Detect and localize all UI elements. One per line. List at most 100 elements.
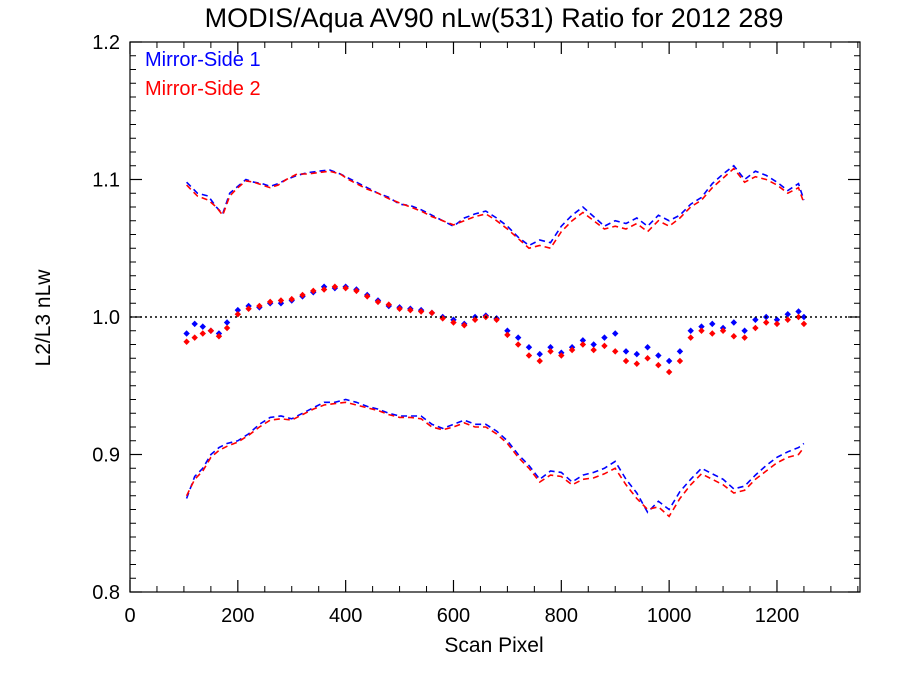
data-point — [762, 319, 770, 326]
data-point — [331, 283, 339, 290]
data-point — [417, 308, 425, 315]
series-1 — [183, 164, 808, 514]
data-point — [622, 357, 630, 365]
data-point — [504, 327, 511, 334]
data-point — [450, 319, 457, 326]
data-point — [698, 327, 705, 334]
data-point — [256, 302, 263, 310]
data-point — [601, 342, 608, 350]
data-point — [245, 305, 252, 312]
data-point — [752, 316, 759, 323]
data-point — [320, 286, 328, 293]
data-point — [568, 346, 576, 354]
data-point — [741, 334, 748, 341]
data-point — [514, 341, 522, 348]
data-point — [183, 330, 190, 337]
x-tick-label: 400 — [329, 605, 362, 627]
data-point — [342, 284, 349, 292]
y-tick-label: 0.9 — [92, 445, 120, 467]
x-axis: 0 200 400 600 800 1000 1200 — [124, 42, 859, 627]
chart-title: MODIS/Aqua AV90 nLw(531) Ratio for 2012 … — [205, 3, 784, 33]
data-point — [234, 311, 242, 318]
y-tick-label: 0.8 — [92, 582, 120, 604]
data-point — [299, 291, 306, 299]
data-point — [612, 348, 619, 355]
data-point — [514, 334, 522, 341]
data-point — [191, 334, 198, 341]
data-point — [547, 344, 554, 351]
data-point — [207, 327, 215, 334]
data-point — [396, 305, 403, 312]
data-point — [644, 355, 651, 362]
data-point — [730, 319, 738, 326]
data-point — [428, 309, 436, 317]
lower-envelope-line — [185, 398, 805, 514]
data-point — [773, 320, 781, 328]
data-point — [266, 298, 274, 306]
data-point — [364, 293, 371, 300]
data-point — [752, 324, 759, 332]
data-point — [655, 352, 662, 359]
data-point — [579, 337, 587, 344]
data-point — [525, 344, 533, 351]
data-point — [590, 341, 597, 348]
data-point — [461, 322, 468, 329]
data-point — [199, 323, 206, 330]
data-point — [558, 352, 565, 359]
y-tick-label: 1.0 — [92, 307, 120, 329]
data-point — [795, 313, 802, 321]
data-point — [655, 361, 662, 369]
lower-envelope-line — [185, 401, 805, 518]
data-point — [504, 331, 511, 339]
y-axis: 0.8 0.9 1.0 1.1 1.2 — [92, 32, 860, 604]
data-point — [223, 324, 231, 332]
y-axis-label: L2/L3 nLw — [32, 269, 55, 367]
data-point — [353, 287, 360, 295]
data-point — [223, 319, 231, 326]
data-point — [687, 327, 694, 334]
data-point — [277, 297, 285, 304]
data-point — [601, 334, 608, 341]
data-point — [795, 308, 802, 315]
y-tick-label: 1.1 — [92, 170, 120, 192]
data-point — [784, 316, 791, 323]
data-point — [698, 323, 705, 330]
data-point — [665, 357, 673, 365]
data-point — [407, 306, 414, 314]
x-tick-label: 600 — [437, 605, 470, 627]
data-point — [579, 341, 587, 348]
x-axis-label: Scan Pixel — [444, 634, 543, 657]
data-point — [709, 330, 716, 337]
upper-envelope-line — [186, 164, 805, 247]
data-point — [622, 348, 630, 355]
data-point — [288, 295, 295, 303]
data-point — [665, 368, 673, 376]
upper-envelope-line — [186, 167, 805, 250]
data-point — [773, 316, 781, 323]
data-point — [199, 330, 206, 337]
legend-entry-mirror-side-1: Mirror-Side 1 — [145, 49, 261, 71]
x-tick-label: 0 — [124, 605, 135, 627]
data-point — [633, 360, 640, 367]
data-point — [676, 348, 684, 355]
data-point — [676, 357, 684, 365]
data-point — [644, 344, 651, 351]
data-point — [730, 333, 738, 340]
data-point — [215, 333, 223, 340]
x-tick-label: 1000 — [647, 605, 692, 627]
data-point — [191, 320, 198, 328]
data-point — [310, 287, 317, 295]
x-tick-label: 1200 — [755, 605, 800, 627]
y-tick-label: 1.2 — [92, 32, 120, 54]
data-point — [536, 350, 543, 358]
data-point — [183, 338, 190, 345]
data-point — [612, 330, 619, 337]
data-point — [590, 346, 597, 354]
data-point — [709, 320, 716, 328]
data-point — [741, 327, 748, 334]
legend-entry-mirror-side-2: Mirror-Side 2 — [145, 78, 261, 100]
data-point — [633, 350, 640, 358]
data-point — [687, 334, 694, 341]
data-point — [800, 313, 808, 321]
